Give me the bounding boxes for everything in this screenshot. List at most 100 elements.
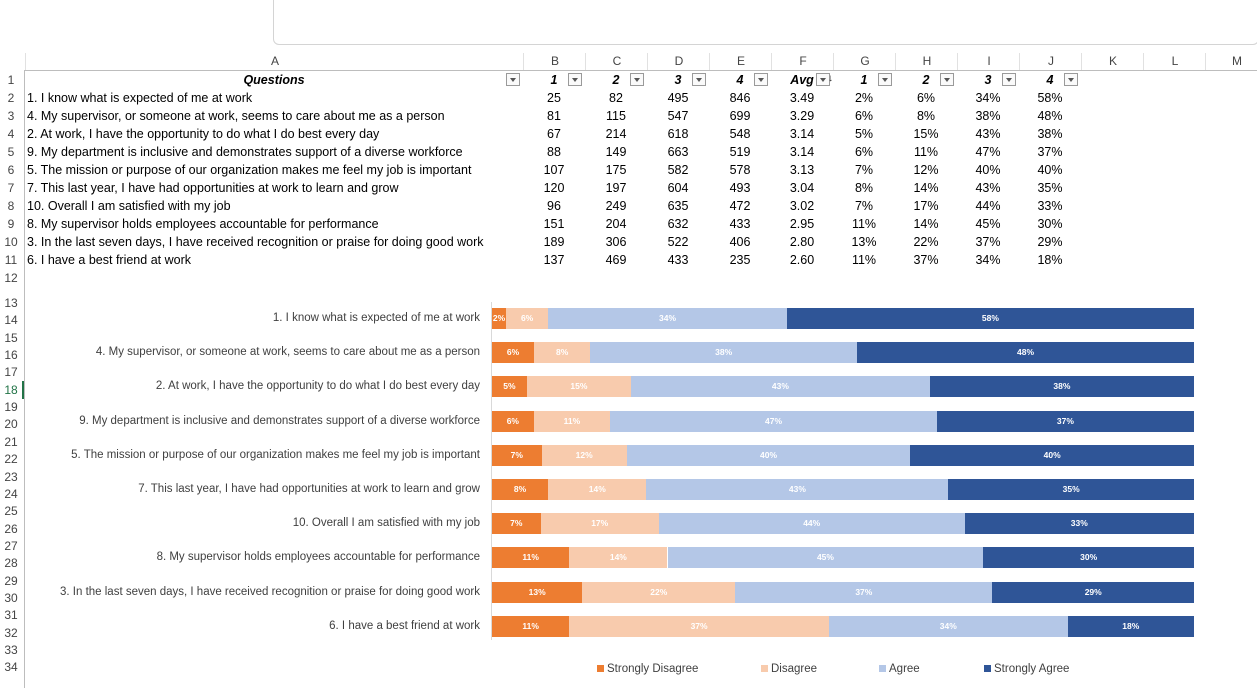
bar-segment-strongly-disagree[interactable]: 5% [492, 376, 527, 398]
column-header-f[interactable]: F [771, 53, 834, 70]
value-cell[interactable]: 175 [605, 163, 627, 177]
row-header-15[interactable]: 15 [4, 330, 18, 345]
legend-item[interactable]: Disagree [761, 662, 817, 676]
column-header-d[interactable]: D [647, 53, 710, 70]
value-cell[interactable]: 120 [543, 181, 565, 195]
value-cell[interactable]: 548 [729, 127, 751, 141]
value-cell[interactable]: 495 [667, 91, 689, 105]
value-cell[interactable]: 7% [854, 163, 874, 177]
row-header-9[interactable]: 9 [7, 217, 15, 231]
bar-segment-disagree[interactable]: 14% [569, 547, 668, 569]
value-cell[interactable]: 17% [913, 199, 939, 213]
value-cell[interactable]: 472 [729, 199, 751, 213]
value-cell[interactable]: 40% [1037, 163, 1063, 177]
filter-dropdown-button[interactable] [568, 73, 582, 86]
bar-segment-disagree[interactable]: 17% [540, 513, 659, 535]
header-c[interactable]: 2 [612, 73, 620, 87]
bar-segment-strongly-disagree[interactable]: 6% [492, 410, 534, 432]
row-header-17[interactable]: 17 [4, 365, 18, 380]
header-f[interactable]: Avg [790, 73, 814, 87]
column-header-i[interactable]: I [957, 53, 1020, 70]
filter-dropdown-button[interactable] [754, 73, 768, 86]
row-header-16[interactable]: 16 [4, 348, 18, 363]
value-cell[interactable]: 11% [851, 253, 877, 267]
value-cell[interactable]: 37% [1037, 145, 1063, 159]
header-i[interactable]: 3 [984, 73, 992, 87]
bar-segment-agree[interactable]: 34% [548, 308, 787, 329]
value-cell[interactable]: 30% [1037, 217, 1063, 231]
bar-segment-strongly-agree[interactable]: 58% [786, 308, 1194, 329]
row-header-27[interactable]: 27 [4, 538, 18, 553]
row-header-22[interactable]: 22 [4, 452, 18, 467]
question-cell[interactable]: 9. My department is inclusive and demons… [27, 145, 463, 159]
value-cell[interactable]: 58% [1037, 91, 1063, 105]
value-cell[interactable]: 96 [547, 199, 561, 213]
value-cell[interactable]: 38% [1037, 127, 1063, 141]
value-cell[interactable]: 604 [667, 181, 689, 195]
filter-dropdown-button[interactable] [506, 73, 520, 86]
value-cell[interactable]: 18% [1037, 253, 1063, 267]
column-header-a[interactable]: A [25, 53, 524, 70]
bar-segment-strongly-agree[interactable]: 33% [964, 513, 1194, 535]
row-header-2[interactable]: 2 [7, 91, 15, 105]
column-header-j[interactable]: J [1019, 53, 1082, 70]
value-cell[interactable]: 663 [667, 145, 689, 159]
value-cell[interactable]: 635 [667, 199, 689, 213]
value-cell[interactable]: 115 [606, 109, 626, 123]
value-cell[interactable]: 522 [667, 235, 689, 249]
value-cell[interactable]: 22% [913, 235, 939, 249]
bar-segment-strongly-disagree[interactable]: 11% [492, 547, 570, 569]
question-cell[interactable]: 8. My supervisor holds employees account… [27, 217, 379, 231]
row-header-14[interactable]: 14 [4, 313, 18, 328]
column-header-h[interactable]: H [895, 53, 958, 70]
value-cell[interactable]: 67 [547, 127, 561, 141]
value-cell[interactable]: 35% [1037, 181, 1063, 195]
row-header-3[interactable]: 3 [7, 109, 15, 123]
column-header-m[interactable]: M [1205, 53, 1257, 70]
row-header-4[interactable]: 4 [7, 127, 15, 141]
question-cell[interactable]: 2. At work, I have the opportunity to do… [27, 127, 380, 141]
value-cell[interactable]: 29% [1037, 235, 1063, 249]
value-cell[interactable]: 151 [543, 217, 565, 231]
legend-item[interactable]: Agree [879, 662, 920, 676]
bar-segment-agree[interactable]: 45% [667, 547, 984, 569]
value-cell[interactable]: 433 [729, 217, 751, 231]
row-header-30[interactable]: 30 [4, 590, 18, 605]
bar-segment-strongly-agree[interactable]: 18% [1067, 615, 1194, 637]
value-cell[interactable]: 6% [854, 145, 874, 159]
question-cell[interactable]: 7. This last year, I have had opportunit… [27, 181, 399, 195]
value-cell[interactable]: 197 [605, 181, 627, 195]
row-header-11[interactable]: 11 [4, 253, 18, 267]
column-header-g[interactable]: G [833, 53, 896, 70]
column-header-k[interactable]: K [1081, 53, 1144, 70]
likert-stacked-bar-chart[interactable]: 1. I know what is expected of me at work… [24, 292, 1244, 688]
value-cell[interactable]: 3.13 [789, 163, 815, 177]
bar-segment-disagree[interactable]: 6% [506, 308, 549, 329]
bar-segment-strongly-agree[interactable]: 38% [929, 376, 1194, 398]
column-header-e[interactable]: E [709, 53, 772, 70]
value-cell[interactable]: 3.14 [789, 145, 815, 159]
value-cell[interactable]: 3.02 [789, 199, 815, 213]
row-header-31[interactable]: 31 [4, 608, 18, 623]
value-cell[interactable]: 3.49 [789, 91, 815, 105]
bar-segment-agree[interactable]: 44% [658, 513, 965, 535]
bar-segment-strongly-disagree[interactable]: 8% [492, 479, 549, 500]
bar-segment-disagree[interactable]: 8% [534, 342, 591, 364]
value-cell[interactable]: 34% [975, 253, 1001, 267]
value-cell[interactable]: 6% [854, 109, 874, 123]
question-cell[interactable]: 5. The mission or purpose of our organiz… [27, 163, 472, 177]
row-header-28[interactable]: 28 [4, 556, 18, 571]
header-h[interactable]: 2 [922, 73, 930, 87]
value-cell[interactable]: 37% [913, 253, 939, 267]
bar-segment-strongly-agree[interactable]: 37% [936, 410, 1194, 432]
legend-item[interactable]: Strongly Disagree [597, 662, 698, 676]
value-cell[interactable]: 47% [975, 145, 1001, 159]
question-cell[interactable]: 4. My supervisor, or someone at work, se… [27, 109, 445, 123]
bar-segment-strongly-agree[interactable]: 35% [948, 479, 1194, 500]
header-questions[interactable]: Questions [243, 73, 305, 87]
bar-segment-disagree[interactable]: 12% [541, 444, 627, 466]
column-header-l[interactable]: L [1143, 53, 1206, 70]
header-e[interactable]: 4 [736, 73, 744, 87]
value-cell[interactable]: 43% [975, 127, 1001, 141]
value-cell[interactable]: 469 [605, 253, 627, 267]
